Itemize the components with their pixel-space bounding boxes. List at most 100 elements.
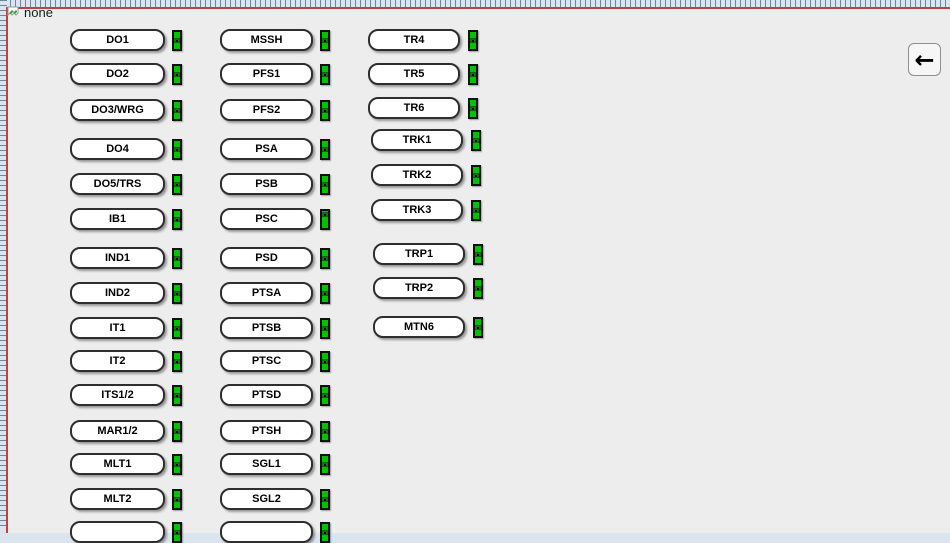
hmi-button-partial[interactable] (70, 521, 165, 543)
panel-row-trp1: TRP1 (373, 243, 485, 265)
hmi-button-ptsb[interactable]: PTSB (220, 317, 313, 339)
hmi-button-tr6[interactable]: TR6 (368, 97, 460, 119)
indicator-pfs1[interactable] (320, 64, 330, 85)
indicator-do4[interactable] (172, 139, 182, 160)
hmi-button-psb[interactable]: PSB (220, 173, 313, 195)
hmi-button-label: TRK3 (402, 204, 432, 216)
indicator-handle (322, 359, 328, 364)
indicator-psd[interactable] (320, 248, 330, 269)
hmi-button-mar1-2[interactable]: MAR1/2 (70, 420, 165, 442)
indicator-it2[interactable] (172, 351, 182, 372)
indicator-handle (174, 217, 180, 222)
hmi-button-pfs1[interactable]: PFS1 (220, 63, 313, 85)
panel-row-do2: DO2 (70, 63, 184, 85)
hmi-button-trk3[interactable]: TRK3 (371, 199, 463, 221)
hmi-button-ind2[interactable]: IND2 (70, 282, 165, 304)
indicator-handle (322, 108, 328, 113)
indicator-do3-wrg[interactable] (172, 100, 182, 121)
panel-row-sgl1: SGL1 (220, 453, 332, 475)
panel-row-partial (70, 521, 184, 543)
indicator-mlt2[interactable] (172, 489, 182, 510)
indicator-trk3[interactable] (471, 200, 481, 221)
hmi-button-psa[interactable]: PSA (220, 138, 313, 160)
indicator-ptsc[interactable] (320, 351, 330, 372)
hmi-button-partial[interactable] (220, 521, 313, 543)
hmi-button-ptsd[interactable]: PTSD (220, 384, 313, 406)
indicator-partial[interactable] (172, 522, 182, 543)
hmi-button-trp1[interactable]: TRP1 (373, 243, 465, 265)
indicator-trp1[interactable] (473, 244, 483, 265)
indicator-do5-trs[interactable] (172, 174, 182, 195)
panel-row-mar1-2: MAR1/2 (70, 420, 184, 442)
hmi-button-sgl1[interactable]: SGL1 (220, 453, 313, 475)
hmi-button-sgl2[interactable]: SGL2 (220, 488, 313, 510)
indicator-its1-2[interactable] (172, 385, 182, 406)
back-button[interactable]: ← (908, 43, 941, 76)
indicator-sgl1[interactable] (320, 454, 330, 475)
indicator-ib1[interactable] (172, 209, 182, 230)
hmi-button-ptsc[interactable]: PTSC (220, 350, 313, 372)
indicator-ind2[interactable] (172, 283, 182, 304)
panel-row-psd: PSD (220, 247, 332, 269)
indicator-trk1[interactable] (471, 130, 481, 151)
hmi-button-trk1[interactable]: TRK1 (371, 129, 463, 151)
hmi-button-mtn6[interactable]: MTN6 (373, 316, 465, 338)
hmi-button-it1[interactable]: IT1 (70, 317, 165, 339)
hmi-button-label: PFS2 (252, 104, 281, 116)
hmi-button-ptsh[interactable]: PTSH (220, 420, 313, 442)
hmi-button-psd[interactable]: PSD (220, 247, 313, 269)
indicator-ptsb[interactable] (320, 318, 330, 339)
indicator-mtn6[interactable] (473, 317, 483, 338)
hmi-button-ptsa[interactable]: PTSA (220, 282, 313, 304)
hmi-button-mssh[interactable]: MSSH (220, 29, 313, 51)
indicator-trp2[interactable] (473, 278, 483, 299)
indicator-handle (322, 72, 328, 77)
indicator-handle (322, 212, 328, 217)
hmi-button-do5-trs[interactable]: DO5/TRS (70, 173, 165, 195)
hmi-button-do3-wrg[interactable]: DO3/WRG (70, 99, 165, 121)
hmi-button-mlt2[interactable]: MLT2 (70, 488, 165, 510)
indicator-handle (475, 286, 481, 291)
hmi-button-do2[interactable]: DO2 (70, 63, 165, 85)
hmi-button-trk2[interactable]: TRK2 (371, 164, 463, 186)
indicator-psc[interactable] (320, 209, 330, 230)
indicator-mar1-2[interactable] (172, 421, 182, 442)
hmi-button-trp2[interactable]: TRP2 (373, 277, 465, 299)
indicator-mlt1[interactable] (172, 454, 182, 475)
indicator-ind1[interactable] (172, 248, 182, 269)
hmi-button-ind1[interactable]: IND1 (70, 247, 165, 269)
indicator-tr5[interactable] (468, 64, 478, 85)
indicator-handle (470, 72, 476, 77)
hmi-button-its1-2[interactable]: ITS1/2 (70, 384, 165, 406)
indicator-pfs2[interactable] (320, 100, 330, 121)
indicator-it1[interactable] (172, 318, 182, 339)
indicator-trk2[interactable] (471, 165, 481, 186)
indicator-do1[interactable] (172, 30, 182, 51)
hmi-button-label: DO3/WRG (91, 104, 144, 116)
indicator-handle (174, 38, 180, 43)
indicator-psa[interactable] (320, 139, 330, 160)
indicator-tr6[interactable] (468, 98, 478, 119)
hmi-button-tr4[interactable]: TR4 (368, 29, 460, 51)
hmi-button-pfs2[interactable]: PFS2 (220, 99, 313, 121)
indicator-ptsh[interactable] (320, 421, 330, 442)
indicator-mssh[interactable] (320, 30, 330, 51)
indicator-handle (322, 429, 328, 434)
panel-row-its1-2: ITS1/2 (70, 384, 184, 406)
hmi-button-do4[interactable]: DO4 (70, 138, 165, 160)
indicator-tr4[interactable] (468, 30, 478, 51)
indicator-ptsd[interactable] (320, 385, 330, 406)
indicator-do2[interactable] (172, 64, 182, 85)
hmi-button-ib1[interactable]: IB1 (70, 208, 165, 230)
hmi-button-it2[interactable]: IT2 (70, 350, 165, 372)
hmi-button-psc[interactable]: PSC (220, 208, 313, 230)
hmi-button-label: TRP2 (404, 282, 434, 294)
hmi-button-mlt1[interactable]: MLT1 (70, 453, 165, 475)
hmi-button-do1[interactable]: DO1 (70, 29, 165, 51)
indicator-sgl2[interactable] (320, 489, 330, 510)
indicator-handle (174, 530, 180, 535)
indicator-psb[interactable] (320, 174, 330, 195)
indicator-ptsa[interactable] (320, 283, 330, 304)
indicator-partial[interactable] (320, 522, 330, 543)
hmi-button-tr5[interactable]: TR5 (368, 63, 460, 85)
